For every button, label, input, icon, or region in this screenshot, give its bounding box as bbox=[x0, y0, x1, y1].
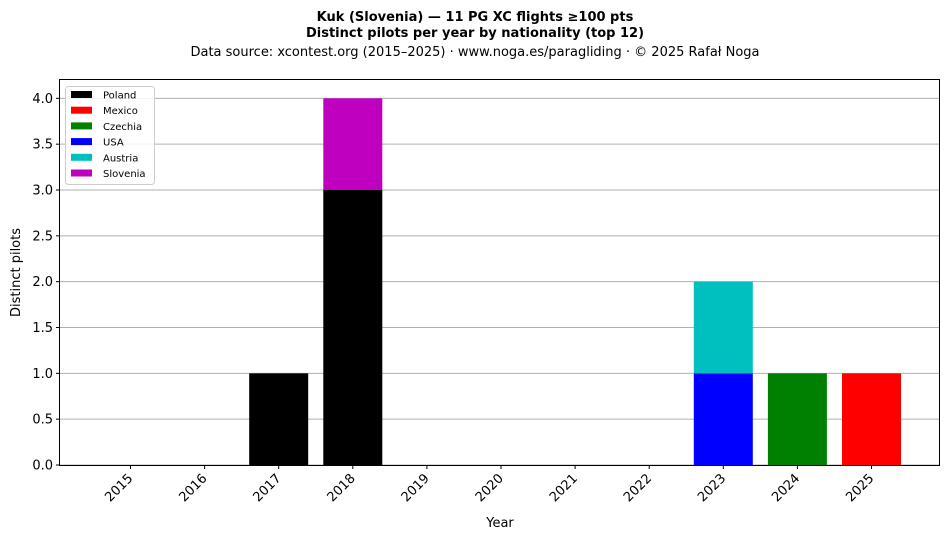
x-tick-label: 2017 bbox=[251, 471, 285, 505]
bar-czechia-2024 bbox=[767, 373, 827, 465]
legend-label-slovenia: Slovenia bbox=[103, 169, 146, 180]
legend-swatch-mexico bbox=[71, 106, 92, 114]
y-tick-label: 3.0 bbox=[32, 184, 53, 199]
y-tick-label: 0.0 bbox=[32, 459, 53, 474]
legend-label-poland: Poland bbox=[103, 91, 136, 102]
legend: Poland Mexico Czechia USA Austria Slovenia bbox=[65, 86, 155, 185]
y-tick-label: 1.0 bbox=[32, 367, 53, 382]
y-axis: 0.0 0.5 1.0 1.5 2.0 2.5 3.0 3.5 4.0 bbox=[32, 92, 60, 474]
y-tick-label: 0.5 bbox=[32, 413, 53, 428]
legend-label-austria: Austria bbox=[103, 153, 138, 164]
plot-frame bbox=[59, 79, 940, 466]
x-tick-label: 2020 bbox=[473, 471, 507, 505]
y-tick-label: 2.5 bbox=[32, 229, 53, 244]
y-tick-label: 3.5 bbox=[32, 138, 53, 153]
bars bbox=[249, 98, 901, 465]
y-tick-label: 2.0 bbox=[32, 275, 53, 290]
legend-swatch-poland bbox=[71, 91, 92, 98]
x-tick-label: 2025 bbox=[843, 471, 877, 505]
bar-usa-2023 bbox=[693, 373, 753, 465]
x-tick-label: 2024 bbox=[769, 471, 803, 505]
x-tick-label: 2016 bbox=[176, 471, 210, 505]
chart-title: Kuk (Slovenia) — 11 PG XC flights ≥100 p… bbox=[317, 10, 634, 25]
bar-austria-2023 bbox=[693, 281, 753, 374]
x-tick-label: 2018 bbox=[325, 471, 359, 505]
x-tick-label: 2023 bbox=[695, 471, 729, 505]
legend-swatch-czechia bbox=[71, 122, 92, 130]
chart-subtitle: Data source: xcontest.org (2015–2025) · … bbox=[190, 45, 759, 60]
x-tick-label: 2021 bbox=[547, 471, 581, 505]
legend-swatch-austria bbox=[71, 153, 92, 161]
legend-label-mexico: Mexico bbox=[103, 106, 138, 117]
chart-title-line2: Distinct pilots per year by nationality … bbox=[306, 26, 644, 41]
legend-label-czechia: Czechia bbox=[103, 122, 142, 133]
legend-label-usa: USA bbox=[103, 138, 124, 149]
bar-mexico-2025 bbox=[842, 373, 901, 465]
x-tick-label: 2015 bbox=[102, 471, 136, 505]
x-tick-label: 2019 bbox=[399, 471, 433, 505]
bar-slovenia-2018 bbox=[323, 98, 383, 190]
y-tick-label: 1.5 bbox=[32, 321, 53, 336]
legend-swatch-usa bbox=[71, 138, 92, 146]
y-axis-label: Distinct pilots bbox=[9, 228, 24, 317]
legend-swatch-slovenia bbox=[71, 169, 92, 177]
y-tick-label: 4.0 bbox=[32, 92, 53, 107]
x-axis-label: Year bbox=[485, 516, 514, 531]
x-axis: 2015 2016 2017 2018 2019 2020 2021 2022 2023 2024… bbox=[102, 465, 877, 505]
bar-poland-2018 bbox=[323, 190, 383, 465]
bar-poland-2017 bbox=[249, 373, 309, 465]
x-tick-label: 2022 bbox=[621, 471, 655, 505]
grid bbox=[60, 97, 940, 466]
